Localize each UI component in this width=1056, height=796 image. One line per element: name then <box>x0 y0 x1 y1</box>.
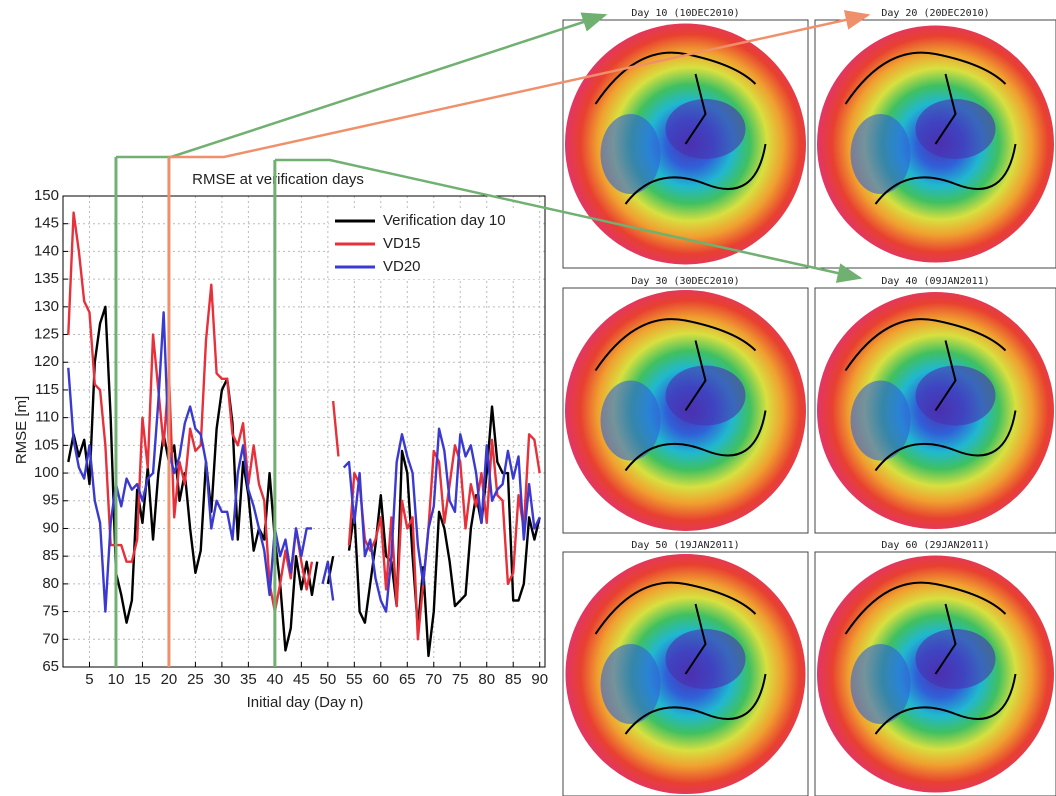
x-tick-label: 85 <box>505 671 522 688</box>
chart-title: RMSE at verification days <box>192 171 364 188</box>
y-tick-label: 130 <box>34 298 59 315</box>
panel-title: Day 40 (09JAN2011) <box>881 276 989 287</box>
panel-title: Day 10 (10DEC2010) <box>631 8 739 19</box>
x-tick-label: 30 <box>214 671 231 688</box>
y-tick-label: 85 <box>42 547 59 564</box>
plot-frame <box>62 195 546 668</box>
panel-title: Day 50 (19JAN2011) <box>631 540 739 551</box>
map-blob <box>850 114 911 194</box>
y-tick-label: 65 <box>42 658 59 675</box>
y-tick-label: 80 <box>42 575 59 592</box>
y-tick-label: 70 <box>42 630 59 647</box>
map-coast <box>844 51 1017 205</box>
y-tick-label: 135 <box>34 270 59 287</box>
map-blob <box>915 99 996 159</box>
map-blob <box>600 114 661 194</box>
y-tick-label: 140 <box>34 242 59 259</box>
panel-title: Day 20 (20DEC2010) <box>881 8 989 19</box>
x-tick-label: 70 <box>425 671 442 688</box>
x-tick-label: 75 <box>452 671 469 688</box>
x-tick-label: 45 <box>293 671 310 688</box>
map-blob <box>665 365 746 426</box>
x-tick-label: 50 <box>319 671 336 688</box>
map-blob <box>850 380 911 461</box>
legend-label: VD15 <box>383 235 421 252</box>
map-blob <box>665 629 746 689</box>
marker-arrow <box>274 158 863 283</box>
map-blob <box>915 365 996 426</box>
x-tick-label: 35 <box>240 671 257 688</box>
y-tick-label: 100 <box>34 464 59 481</box>
y-tick-label: 120 <box>34 353 59 370</box>
y-tick-label: 115 <box>35 381 59 398</box>
y-tick-label: 90 <box>42 519 59 536</box>
series-line <box>67 211 541 641</box>
y-tick-label: 105 <box>34 436 59 453</box>
map-blob <box>600 380 661 461</box>
legend-label: Verification day 10 <box>383 212 506 229</box>
marker-arrow <box>168 10 871 159</box>
x-tick-label: 40 <box>267 671 284 688</box>
y-tick-label: 145 <box>34 215 59 232</box>
y-tick-label: 75 <box>42 603 59 620</box>
y-axis-label: RMSE [m] <box>13 396 30 464</box>
x-axis-label: Initial day (Day n) <box>247 694 364 711</box>
legend-label: VD20 <box>383 258 421 275</box>
x-tick-label: 90 <box>531 671 548 688</box>
panel-title: Day 30 (30DEC2010) <box>631 276 739 287</box>
y-tick-label: 150 <box>34 187 59 204</box>
x-tick-label: 55 <box>346 671 363 688</box>
map-blob <box>850 644 911 724</box>
x-tick-label: 60 <box>372 671 389 688</box>
map-blob <box>600 644 661 724</box>
x-tick-label: 25 <box>187 671 204 688</box>
y-tick-label: 125 <box>34 325 59 342</box>
y-tick-label: 95 <box>42 492 59 509</box>
marker-arrow <box>115 12 608 159</box>
x-tick-label: 65 <box>399 671 416 688</box>
x-tick-label: 10 <box>108 671 125 688</box>
map-blob <box>665 99 746 159</box>
y-tick-label: 110 <box>35 409 59 426</box>
x-tick-label: 80 <box>478 671 495 688</box>
map-coast <box>594 581 767 735</box>
map-coast <box>844 581 1017 735</box>
map-coast <box>844 318 1017 472</box>
x-tick-label: 15 <box>134 671 151 688</box>
map-coast <box>594 318 767 472</box>
x-tick-label: 20 <box>161 671 178 688</box>
x-tick-label: 5 <box>85 671 93 688</box>
map-blob <box>915 629 996 689</box>
panel-title: Day 60 (29JAN2011) <box>881 540 989 551</box>
series-line <box>67 311 541 613</box>
